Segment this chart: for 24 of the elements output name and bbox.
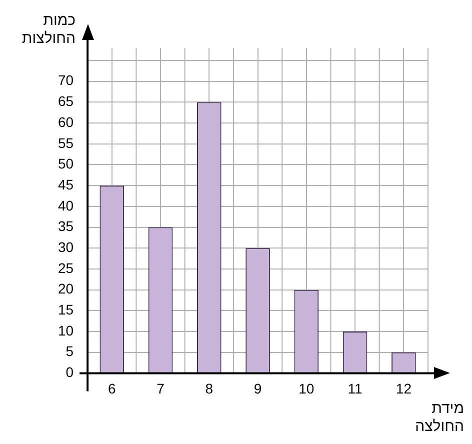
- y-axis-title: כמות החולצות: [22, 12, 76, 47]
- y-tick-label: 10: [58, 322, 74, 338]
- y-tick-label: 55: [58, 134, 74, 151]
- x-tick-label: 8: [205, 380, 214, 396]
- y-tick-label: 50: [58, 156, 74, 172]
- y-tick-label: 70: [58, 72, 74, 88]
- x-tick-label: 7: [156, 380, 165, 396]
- x-axis-title: מידת החולצה: [415, 400, 464, 435]
- y-tick-label: 40: [58, 197, 74, 214]
- x-tick-label: 10: [298, 380, 314, 396]
- y-tick-label: 5: [66, 343, 74, 360]
- y-tick-label: 0: [66, 364, 74, 380]
- y-tick-label: 35: [58, 218, 74, 234]
- x-tick-label: 6: [108, 380, 116, 396]
- x-tick-label: 11: [348, 380, 363, 396]
- y-tick-label: 25: [58, 260, 74, 276]
- y-tick-label: 60: [58, 114, 74, 130]
- y-tick-label: 45: [58, 176, 74, 192]
- y-tick-label: 15: [58, 302, 74, 318]
- x-tick-label: 12: [396, 380, 412, 396]
- y-tick-label: 65: [58, 93, 74, 110]
- y-tick-label: 30: [58, 238, 74, 255]
- y-tick-label: 20: [58, 280, 74, 297]
- x-tick-label: 9: [254, 380, 262, 396]
